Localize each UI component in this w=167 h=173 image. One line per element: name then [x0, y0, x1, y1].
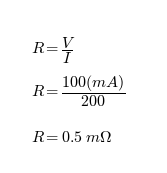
Text: $R = 0.5\; m\Omega$: $R = 0.5\; m\Omega$	[31, 130, 113, 145]
Text: $R = \dfrac{V}{I}$: $R = \dfrac{V}{I}$	[31, 35, 76, 66]
Text: $R = \dfrac{100(mA)}{200}$: $R = \dfrac{100(mA)}{200}$	[31, 73, 126, 109]
